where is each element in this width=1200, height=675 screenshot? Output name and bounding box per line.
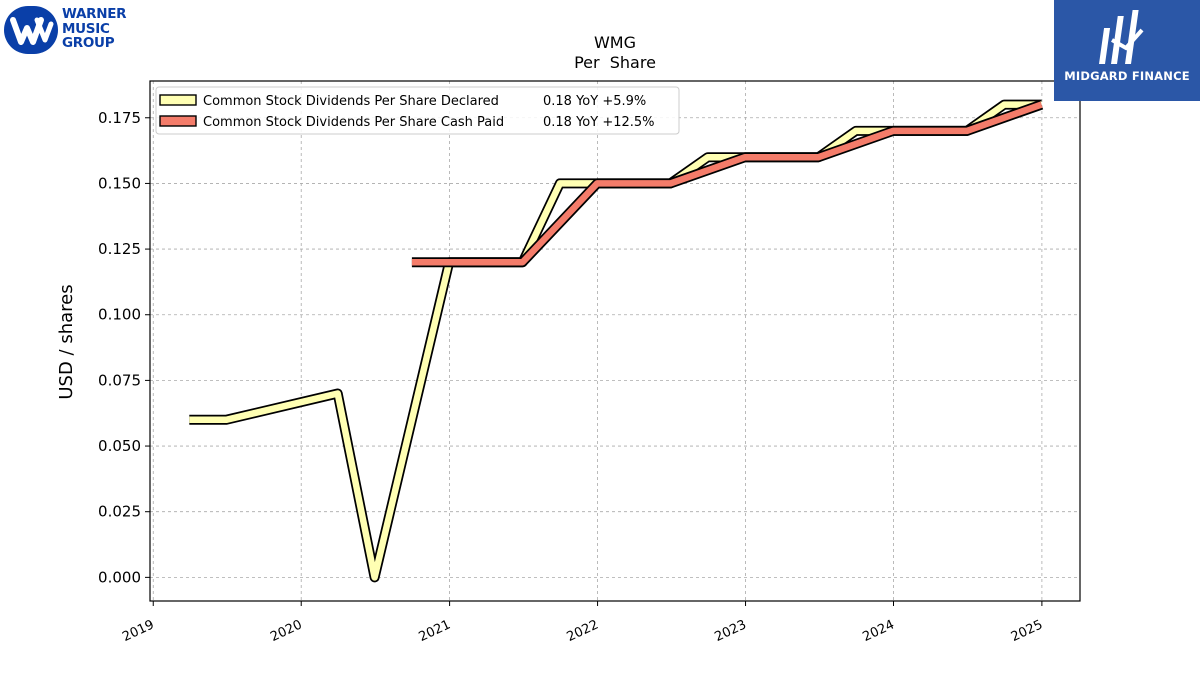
legend-label-declared: Common Stock Dividends Per Share Declare… <box>203 94 499 109</box>
midgard-finance-logo-text: MIDGARD FINANCE <box>1064 69 1190 83</box>
y-tick-label: 0.050 <box>98 437 141 455</box>
wmg-logo-line-2: MUSIC <box>62 20 110 37</box>
series-declared-outline <box>189 99 1042 583</box>
legend-box <box>155 86 680 135</box>
wmg-logo-line-1: WARNER <box>62 6 127 22</box>
series-declared-line <box>189 101 1042 581</box>
wmg-logo-line-3: GROUP <box>62 35 115 51</box>
legend-value-declared: 0.18 YoY +5.9% <box>543 94 646 109</box>
legend-value-cash-paid: 0.18 YoY +12.5% <box>543 115 655 130</box>
y-tick-label: 0.025 <box>98 503 141 521</box>
y-tick-label: 0.150 <box>98 174 141 192</box>
legend-label-cash-paid: Common Stock Dividends Per Share Cash Pa… <box>203 115 504 130</box>
warner-music-group-logo: WARNER MUSIC GROUP <box>4 4 139 56</box>
y-axis-label: USD / shares <box>56 284 77 399</box>
y-tick-label: 0.000 <box>98 568 141 586</box>
chart-subtitle: Per Share <box>574 53 656 72</box>
midgard-emblem-icon <box>1099 10 1144 64</box>
x-tick-label: 2022 <box>565 617 601 645</box>
y-tick-label: 0.100 <box>98 306 141 324</box>
chart-title: WMG <box>594 33 636 52</box>
wmg-w-icon <box>4 6 58 54</box>
legend-swatch-declared <box>159 94 197 106</box>
y-tick-label: 0.075 <box>98 371 141 389</box>
x-tick-label: 2021 <box>417 617 453 645</box>
x-tick-label: 2024 <box>861 617 897 645</box>
plot-frame <box>149 80 1081 602</box>
x-tick-label: 2020 <box>268 617 304 645</box>
x-tick-label: 2023 <box>713 617 749 645</box>
y-tick-label: 0.125 <box>98 240 141 258</box>
y-tick-label: 0.175 <box>98 109 141 127</box>
legend-swatch-cash-paid <box>159 115 197 127</box>
x-tick-label: 2025 <box>1009 617 1045 645</box>
midgard-finance-logo: MIDGARD FINANCE <box>1054 0 1200 101</box>
legend: Common Stock Dividends Per Share Declare… <box>155 86 680 135</box>
series-cash-paid-line <box>411 101 1043 266</box>
x-tick-label: 2019 <box>120 617 156 645</box>
